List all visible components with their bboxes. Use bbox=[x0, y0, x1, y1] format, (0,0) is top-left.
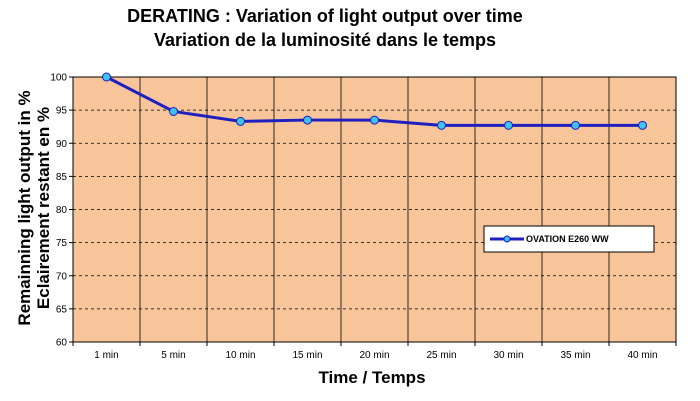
x-tick-label: 5 min bbox=[161, 350, 185, 361]
x-tick-label: 10 min bbox=[225, 350, 255, 361]
y-tick-label: 85 bbox=[56, 172, 68, 183]
legend: OVATION E260 WW bbox=[483, 225, 655, 253]
x-tick-label: 15 min bbox=[292, 350, 322, 361]
x-tick-label: 20 min bbox=[359, 350, 389, 361]
data-point bbox=[102, 72, 111, 82]
x-tick-label: 1 min bbox=[94, 350, 118, 361]
y-tick-label: 80 bbox=[56, 205, 68, 216]
x-tick-label: 40 min bbox=[627, 350, 657, 361]
x-tick-label: 30 min bbox=[493, 350, 523, 361]
data-point bbox=[236, 116, 245, 126]
legend-label: OVATION E260 WW bbox=[526, 234, 609, 244]
y-tick-label: 65 bbox=[56, 304, 68, 315]
x-tick-label: 25 min bbox=[426, 350, 456, 361]
y-tick-label: 100 bbox=[50, 73, 67, 84]
data-point bbox=[303, 115, 312, 125]
y-axis-label-line1: Remainning light output in % bbox=[15, 90, 34, 325]
data-point bbox=[437, 120, 446, 130]
y-tick-label: 70 bbox=[56, 271, 68, 282]
y-axis-label-line2: Eclairement restant en % bbox=[34, 107, 53, 309]
y-tick-label: 95 bbox=[56, 106, 68, 117]
data-point bbox=[638, 120, 647, 130]
x-axis-label: Time / Temps bbox=[318, 368, 425, 387]
data-point bbox=[370, 115, 379, 125]
legend-box bbox=[483, 225, 655, 253]
legend-marker-sample bbox=[503, 235, 511, 243]
chart-title: DERATING : Variation of light output ove… bbox=[127, 6, 523, 26]
chart-subtitle: Variation de la luminosité dans le temps bbox=[154, 30, 496, 50]
data-point bbox=[169, 106, 178, 116]
y-tick-label: 75 bbox=[56, 238, 68, 249]
y-tick-label: 90 bbox=[56, 139, 68, 150]
y-tick-label: 60 bbox=[56, 338, 68, 349]
x-tick-label: 35 min bbox=[560, 350, 590, 361]
data-point bbox=[504, 120, 513, 130]
data-point bbox=[571, 120, 580, 130]
